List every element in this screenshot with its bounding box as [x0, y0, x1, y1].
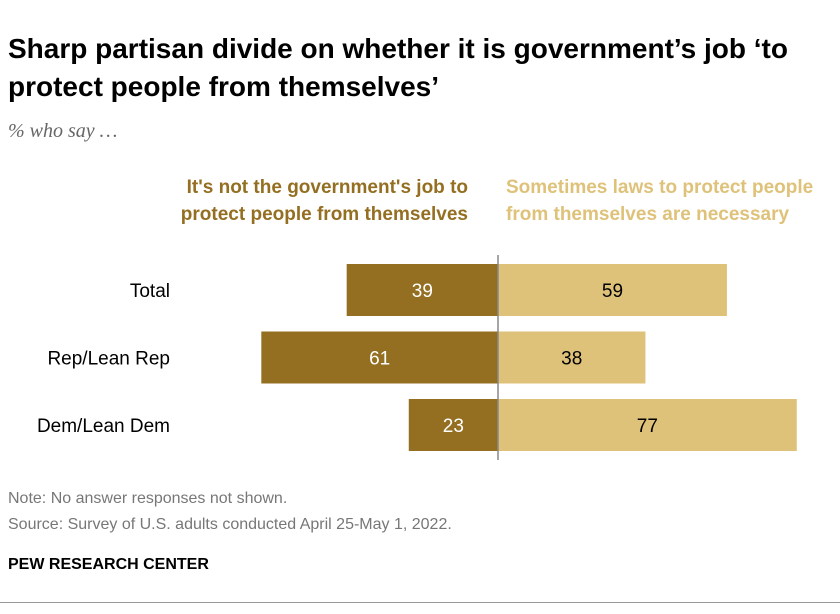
bottom-divider — [0, 602, 840, 603]
legend-left-series: It's not the government's job to protect… — [180, 177, 468, 225]
bar-right — [498, 331, 646, 384]
data-label-right: 77 — [637, 416, 658, 437]
data-label-left: 39 — [412, 281, 433, 302]
data-label-right: 38 — [561, 349, 582, 370]
chart-title: Sharp partisan divide on whether it is g… — [8, 33, 788, 102]
brand-logo-text: PEW RESEARCH CENTER — [8, 556, 209, 573]
bar-right — [498, 264, 727, 316]
data-label-left: 23 — [443, 416, 464, 437]
chart-subtitle: % who say … — [8, 120, 118, 142]
bar-right — [498, 399, 797, 451]
chart-note: Note: No answer responses not shown. — [8, 490, 288, 507]
data-label-right: 59 — [602, 281, 623, 302]
legend-right-series: Sometimes laws to protect people from th… — [506, 177, 814, 225]
bar-left — [346, 264, 498, 316]
data-label-left: 61 — [369, 349, 390, 370]
bar-left — [408, 399, 498, 451]
chart-source: Source: Survey of U.S. adults conducted … — [8, 516, 452, 533]
bar-left — [261, 331, 498, 384]
category-label: Rep/Lean Rep — [47, 349, 170, 370]
category-label: Total — [130, 281, 170, 302]
category-label: Dem/Lean Dem — [37, 416, 170, 437]
